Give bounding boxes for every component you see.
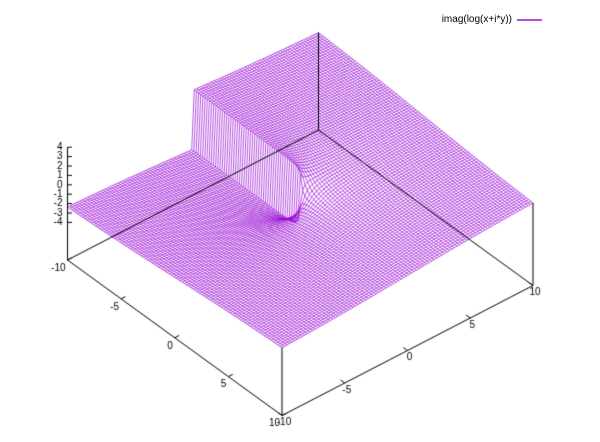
legend-label: imag(log(x+i*y)): [441, 14, 512, 25]
legend-line-sample: [517, 18, 542, 21]
legend: imag(log(x+i*y)): [442, 14, 542, 25]
